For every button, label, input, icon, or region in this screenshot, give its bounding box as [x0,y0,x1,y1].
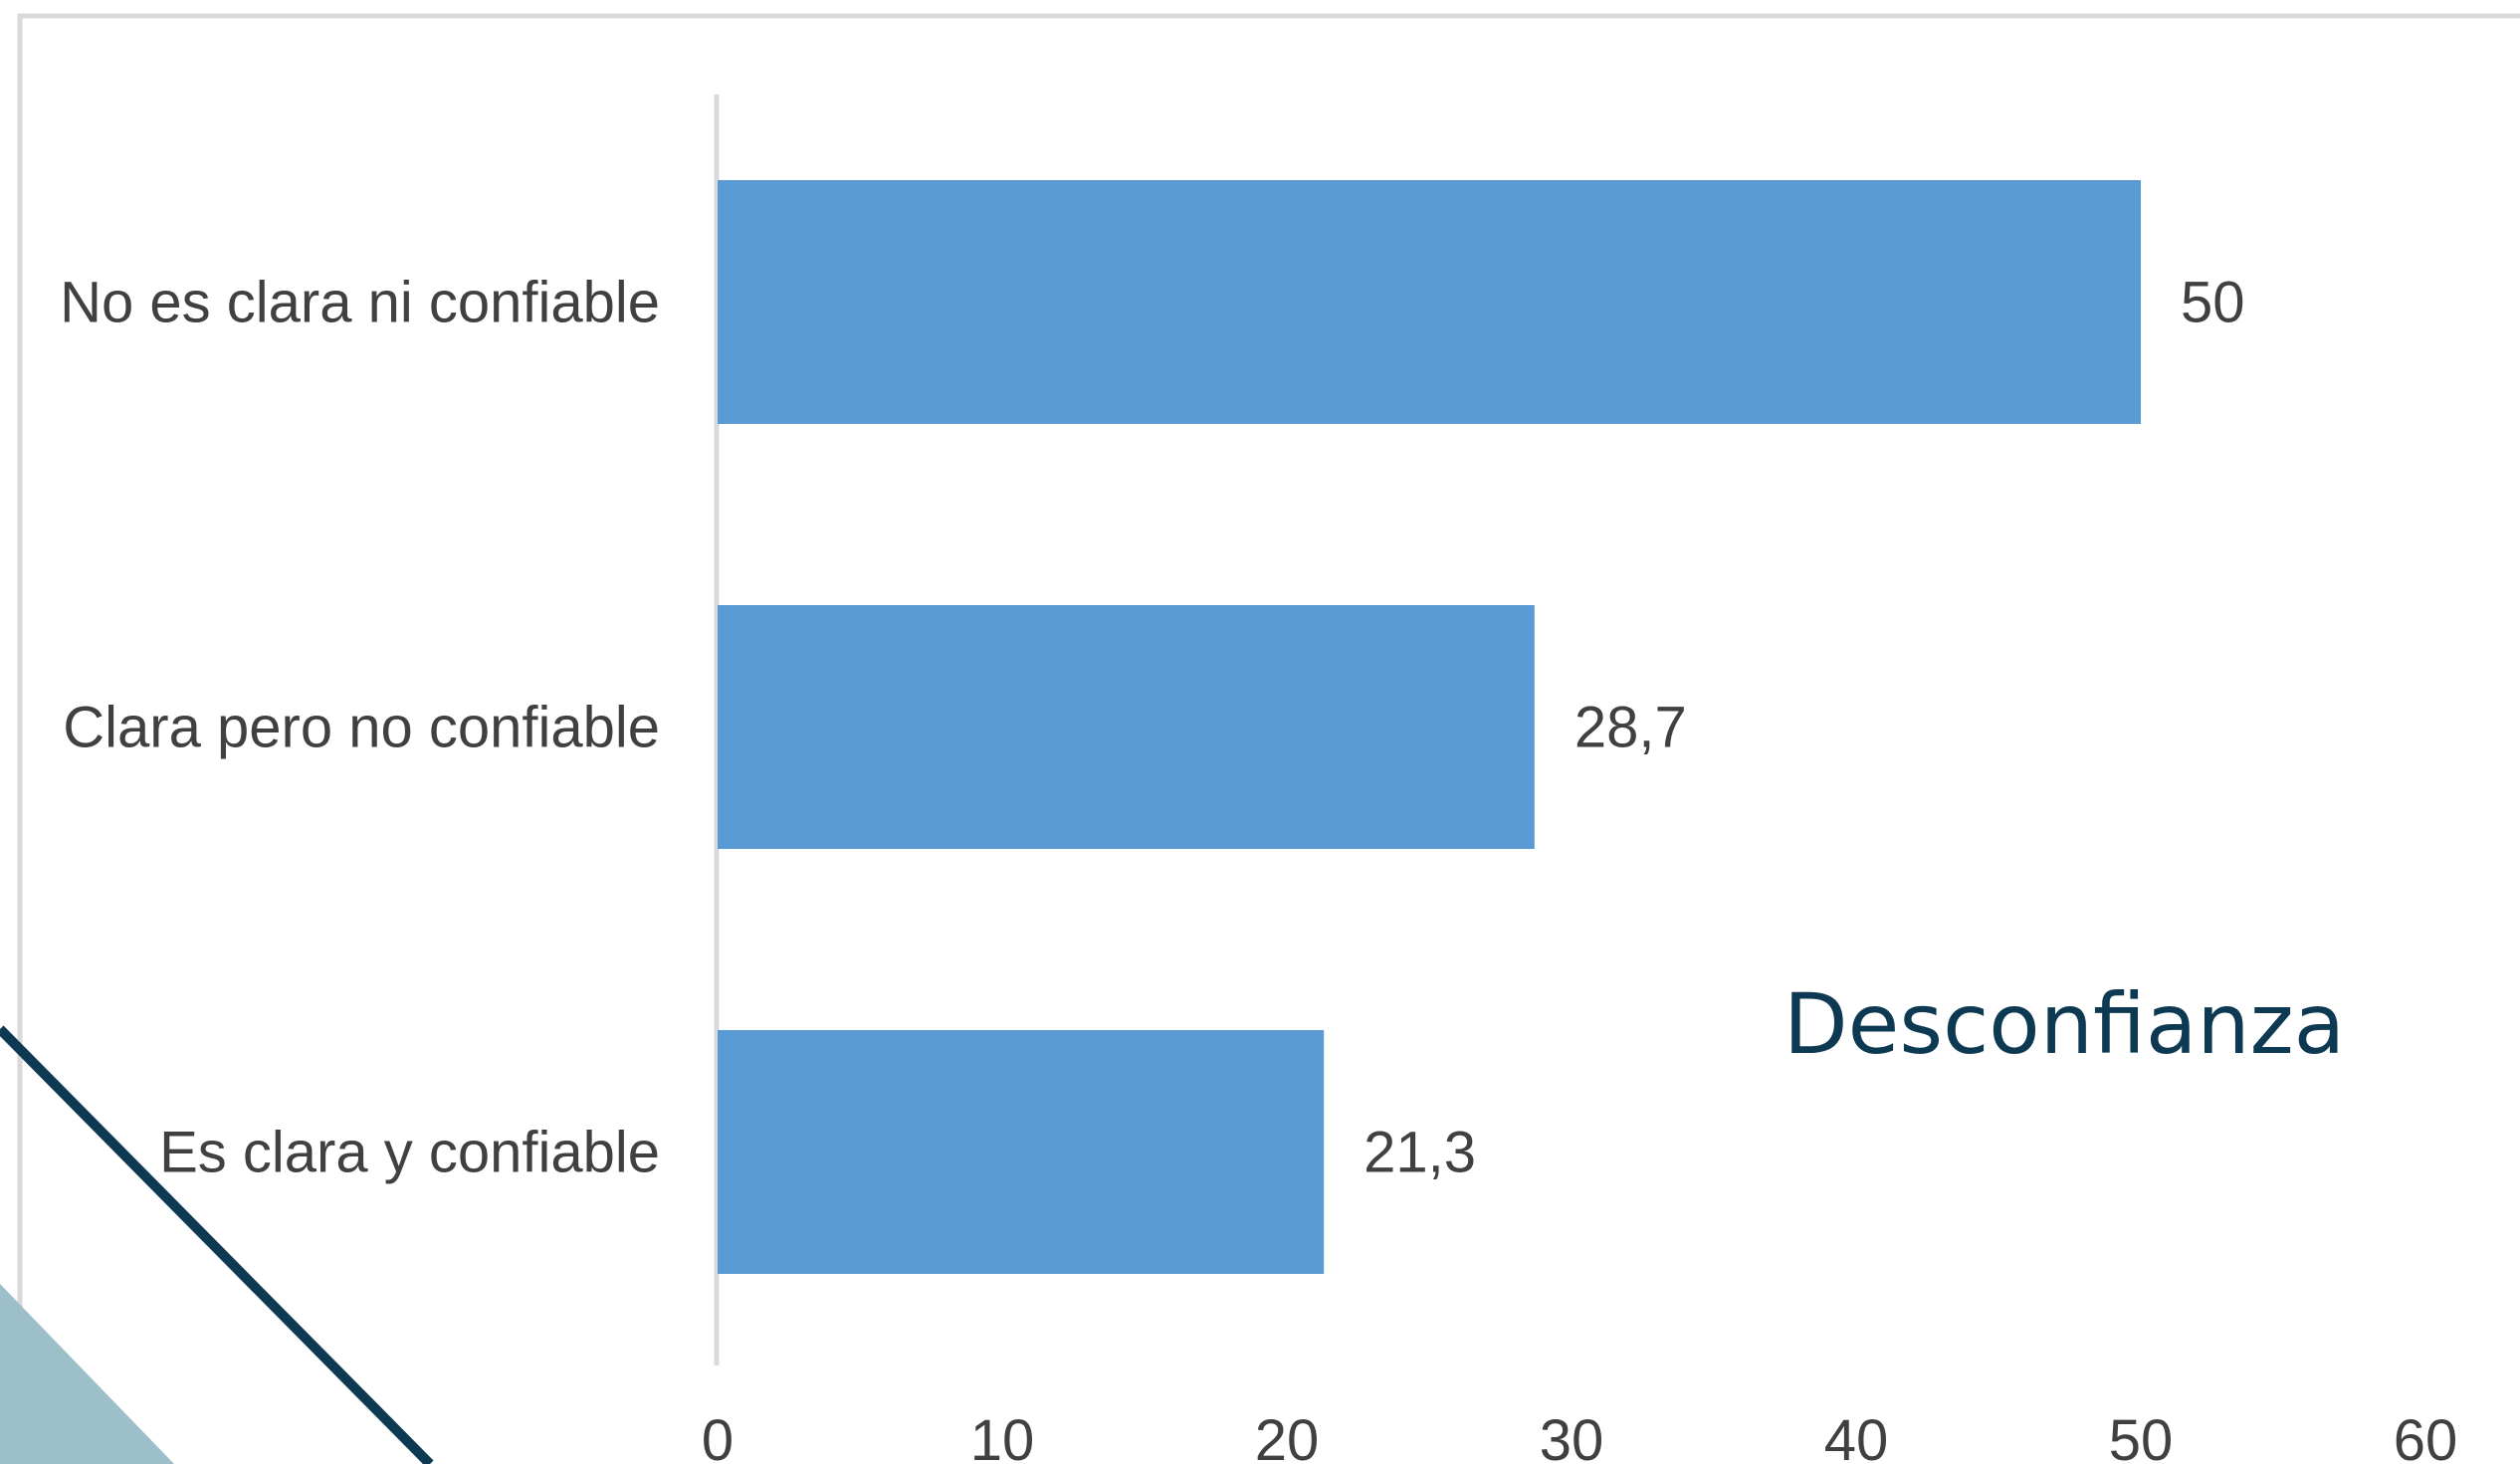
x-tick-label: 10 [970,1408,1035,1464]
decorative-diagonal-line [0,1025,434,1464]
bars [718,180,2141,1274]
x-tick-label: 50 [2109,1408,2174,1464]
chart-annotation: Desconfianza [1784,975,2345,1073]
x-tick-label: 20 [1255,1408,1320,1464]
category-label: Es clara y confiable [159,1121,660,1185]
value-label: 28,7 [1575,696,1687,760]
bar-1 [718,180,2141,424]
x-tick-label: 60 [2394,1408,2458,1464]
value-label: 50 [2181,271,2245,335]
category-label: Clara pero no confiable [63,696,660,760]
x-tick-label: 30 [1540,1408,1604,1464]
x-tick-label: 40 [1824,1408,1889,1464]
value-label: 21,3 [1364,1121,1476,1185]
bar-3 [718,1030,1325,1274]
x-axis-ticks: 0 10 20 30 40 50 60 [702,1408,2457,1464]
value-labels: 50 28,7 21,3 [1364,271,2244,1185]
decorative-triangle [0,1284,174,1464]
chart-frame [17,13,2520,1464]
category-label: No es clara ni confiable [60,271,660,335]
x-tick-label: 0 [702,1408,734,1464]
bar-2 [718,605,1535,849]
category-labels: No es clara ni confiable Clara pero no co… [60,271,660,1185]
